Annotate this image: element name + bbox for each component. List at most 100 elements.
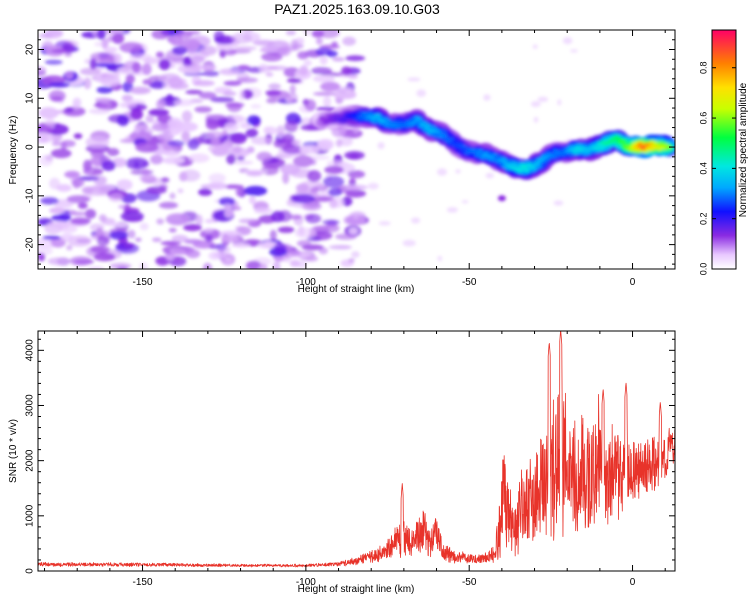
noise-blob	[128, 53, 152, 61]
noise-blob	[75, 238, 91, 244]
noise-blob	[186, 249, 201, 259]
noise-blob	[162, 150, 181, 156]
noise-blob	[288, 214, 302, 220]
noise-blob	[162, 129, 172, 135]
ridge-blob	[392, 125, 398, 129]
noise-blob	[70, 217, 91, 225]
ridge-blob	[489, 157, 495, 161]
noise-blob	[216, 245, 231, 254]
noise-blob	[351, 251, 360, 258]
noise-blob	[211, 137, 221, 145]
noise-blob	[148, 80, 167, 89]
y-tick-label: 4000	[25, 339, 36, 362]
noise-blob	[83, 77, 92, 90]
ridge-blob	[572, 150, 578, 154]
noise-blob	[117, 114, 130, 127]
noise-blob	[288, 92, 298, 104]
noise-blob	[66, 195, 91, 204]
noise-blob	[60, 140, 76, 148]
noise-blob	[180, 169, 201, 182]
noise-blob	[85, 185, 110, 196]
noise-blob	[103, 46, 118, 53]
noise-blob	[223, 132, 248, 142]
noise-blob	[94, 97, 112, 103]
noise-blob	[155, 51, 164, 58]
colorbar-tick-label: 0.0	[698, 263, 708, 276]
noise-blob	[208, 251, 221, 260]
ridge-blob	[375, 113, 381, 118]
noise-blob	[332, 57, 345, 62]
noise-blob	[40, 197, 59, 205]
noise-blob	[169, 192, 176, 200]
noise-blob	[198, 91, 217, 100]
ridge-blob	[583, 146, 589, 151]
noise-blob	[286, 78, 302, 83]
noise-blob	[273, 138, 298, 149]
noise-blob	[64, 107, 74, 113]
noise-blob	[268, 65, 288, 71]
noise-blob	[276, 125, 285, 136]
ridge-blob	[319, 115, 325, 120]
noise-blob	[47, 220, 69, 229]
noise-blob	[188, 153, 210, 163]
noise-blob	[96, 30, 106, 40]
noise-blob	[84, 208, 97, 219]
noise-blob	[87, 266, 105, 269]
noise-blob	[455, 169, 461, 174]
noise-blob	[342, 36, 356, 46]
noise-blob	[101, 38, 109, 49]
noise-blob	[208, 173, 226, 184]
noise-blob	[320, 81, 341, 92]
x-tick-label: -100	[296, 577, 316, 588]
noise-blob	[59, 210, 71, 222]
noise-blob	[337, 245, 351, 250]
ridge-blob	[550, 154, 556, 158]
noise-blob	[297, 51, 309, 60]
noise-blob	[299, 65, 309, 76]
noise-blob	[70, 211, 87, 217]
noise-blob	[173, 99, 195, 107]
colorbar-gradient	[711, 29, 737, 270]
noise-blob	[88, 108, 111, 115]
noise-blob	[231, 243, 251, 248]
noise-blob	[129, 86, 151, 95]
noise-blob	[79, 67, 101, 76]
noise-blob	[305, 255, 319, 262]
noise-blob	[85, 136, 110, 148]
ridge-blob	[594, 146, 600, 151]
ridge-blob	[502, 159, 508, 163]
ridge-blob	[425, 124, 431, 128]
noise-blob	[181, 130, 191, 142]
noise-blob	[304, 99, 317, 112]
noise-blob	[100, 75, 121, 87]
ridge-blob	[323, 119, 329, 124]
noise-blob	[156, 218, 165, 225]
y-tick-label: 1000	[25, 504, 36, 527]
noise-blob	[44, 59, 63, 65]
y-tick-label: 20	[25, 44, 36, 56]
noise-blob	[195, 214, 203, 226]
ridge-blob	[517, 169, 523, 173]
noise-blob	[152, 237, 162, 243]
ridge-blob	[561, 152, 567, 157]
ridge-blob	[449, 137, 455, 141]
noise-blob	[203, 227, 214, 233]
noise-blob	[378, 221, 391, 226]
noise-blob	[208, 143, 227, 154]
noise-blob	[193, 80, 215, 87]
noise-blob	[160, 241, 182, 246]
noise-blob	[294, 117, 303, 125]
noise-blob	[119, 42, 143, 53]
noise-blob	[169, 82, 189, 90]
ridge-blob	[381, 118, 387, 122]
noise-blob	[238, 89, 245, 102]
colorbar-label: Normalized spectral amplitude	[738, 82, 749, 217]
noise-blob	[119, 138, 139, 143]
ridge-blob	[390, 122, 396, 126]
noise-blob	[295, 183, 310, 193]
ridge-blob	[439, 129, 448, 136]
noise-blob	[109, 231, 129, 240]
noise-blob	[50, 148, 72, 159]
ridge-blob	[342, 118, 348, 122]
noise-blob	[108, 222, 129, 227]
